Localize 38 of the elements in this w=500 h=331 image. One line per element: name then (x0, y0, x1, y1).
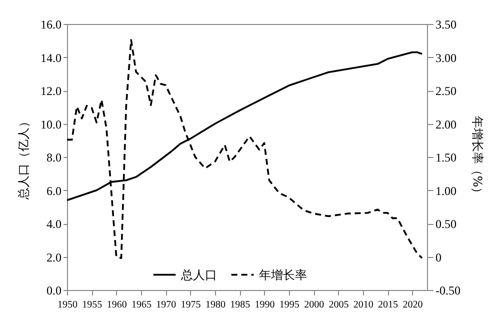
x-tick-label: 1995 (279, 300, 300, 310)
x-tick-label: 2020 (402, 300, 423, 310)
legend-label: 年增长率 (259, 268, 307, 282)
x-tick-label: 2010 (353, 300, 374, 310)
x-tick-label: 1990 (254, 300, 275, 310)
y2-tick-label: 0.50 (436, 217, 456, 231)
y2-tick-label: 2.50 (436, 84, 456, 98)
y2-tick-label: 3.50 (436, 18, 456, 32)
x-tick-label: 1960 (106, 300, 127, 310)
y-tick-label: 2.0 (46, 250, 62, 264)
y-tick-label: 8.0 (46, 150, 62, 164)
line-series (67, 39, 423, 259)
x-tick-label: 1970 (156, 300, 176, 310)
x-tick-label: 1955 (82, 300, 102, 310)
x-tick-label: 2015 (378, 300, 398, 310)
x-tick-label: 1985 (230, 300, 250, 310)
y-tick-label: 6.0 (46, 184, 62, 198)
x-tick-label: 1975 (180, 300, 201, 310)
x-tick-label: 2005 (328, 300, 349, 310)
x-tick-label: 2000 (304, 300, 324, 310)
y2-tick-label: 1.00 (436, 184, 456, 198)
y2-tick-label: -0.50 (436, 284, 460, 298)
y2-axis-title: 年增长率（%） (470, 116, 484, 200)
x-tick-label: 1965 (131, 300, 152, 310)
y-tick-label: 4.0 (46, 217, 62, 231)
x-tick-label: 1950 (58, 300, 78, 310)
y-tick-label: 14.0 (40, 50, 62, 65)
y-tick-label: 12.0 (40, 84, 62, 98)
y-tick-label: 10.0 (40, 117, 62, 132)
y2-tick-label: 3.00 (436, 50, 456, 65)
y2-tick-label: 0 (436, 250, 442, 264)
y-tick-label: 0.0 (46, 284, 62, 298)
y-axis-title: 总人口（亿人） (16, 116, 30, 200)
y-tick-label: 16.0 (40, 18, 62, 32)
x-tick-label: 1980 (205, 300, 226, 310)
y2-tick-label: 1.50 (436, 150, 456, 164)
y2-tick-label: 2.00 (436, 117, 456, 132)
legend-label: 总人口 (180, 268, 217, 282)
